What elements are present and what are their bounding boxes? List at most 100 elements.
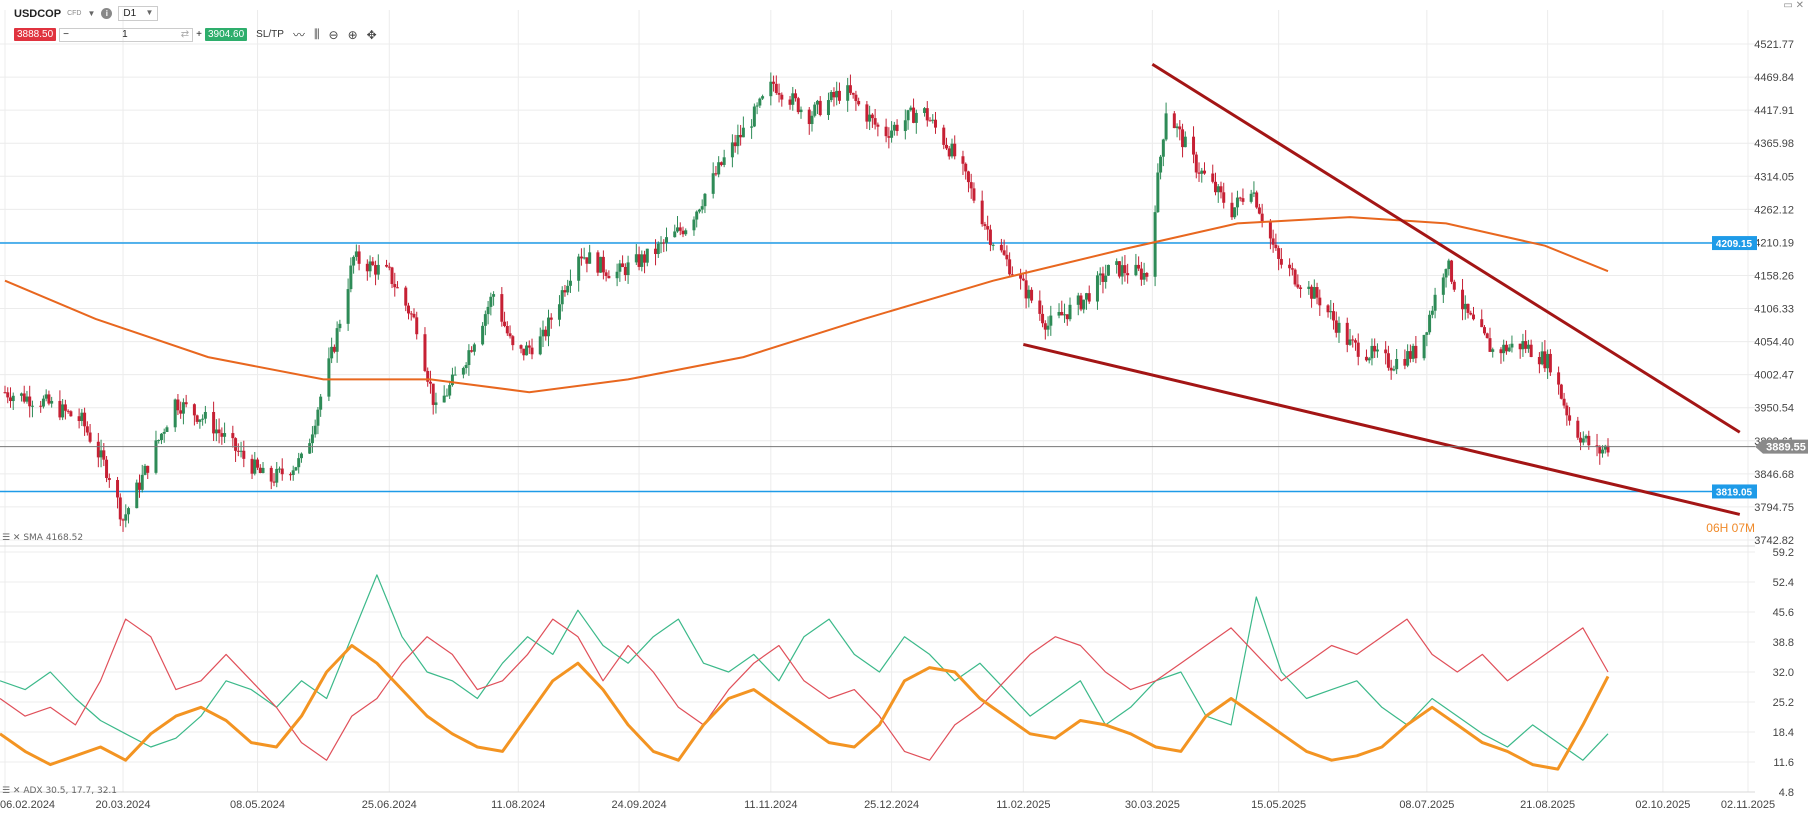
candle [1178, 120, 1182, 141]
price-tick-label: 4469.84 [1754, 72, 1794, 84]
candlestick-icon[interactable]: ⫼ [313, 27, 320, 41]
candle [1386, 345, 1390, 371]
candle [730, 134, 734, 168]
candle [330, 337, 334, 364]
candle [815, 99, 819, 115]
adx-y-axis[interactable]: 59.2 52.4 45.6 38.8 32.0 25.2 18.4 11.6 4.8 [1773, 547, 1794, 799]
candle [461, 366, 465, 379]
candle [261, 462, 265, 474]
candle [319, 394, 323, 417]
candle [1087, 285, 1091, 304]
sell-button[interactable]: 3888.50 [14, 28, 57, 41]
candle [914, 109, 918, 134]
plus-di-line[interactable] [0, 574, 1609, 761]
zoom-out-icon[interactable]: ⊖ [328, 27, 339, 42]
candle [1027, 285, 1031, 308]
candle [906, 109, 910, 130]
candle [1139, 261, 1143, 286]
decrement-button[interactable]: − [63, 29, 69, 40]
trendline-upper[interactable] [1151, 62, 1741, 434]
candle [486, 300, 490, 325]
buy-button[interactable]: 3904.60 [205, 28, 248, 41]
sma-indicator-label[interactable]: ☰ ✕ SMA 4168.52 [2, 533, 83, 543]
quantity-input[interactable]: 1 [122, 29, 128, 40]
candle [848, 74, 852, 96]
candle [346, 278, 350, 331]
candle [316, 407, 320, 435]
candle [181, 398, 185, 425]
info-icon[interactable]: i [101, 8, 113, 19]
candle [1543, 340, 1547, 373]
candle [332, 344, 336, 354]
candle [127, 506, 131, 524]
sma-line[interactable] [4, 216, 1609, 394]
candle [596, 250, 600, 277]
quantity-stepper[interactable]: − 1 ⇄ [59, 27, 194, 42]
line-chart-icon[interactable]: 〰 [292, 28, 305, 42]
candle [1293, 268, 1297, 287]
candle [722, 149, 726, 168]
candle [214, 419, 218, 442]
candle [1203, 162, 1207, 175]
candle [640, 250, 644, 272]
candle [758, 97, 762, 108]
candle [1463, 295, 1467, 320]
x-axis[interactable]: 06.02.2024 20.03.2024 08.05.2024 25.06.2024… [0, 799, 1775, 811]
candle [1019, 268, 1023, 290]
x-tick-label: 20.03.2024 [95, 799, 150, 811]
x-tick-label: 06.02.2024 [0, 799, 55, 811]
candle [1441, 273, 1445, 304]
candle [393, 272, 397, 297]
candle [338, 319, 342, 332]
candle [467, 344, 471, 376]
candle [135, 479, 139, 509]
minus-di-line[interactable] [0, 618, 1609, 761]
adx-indicator-label[interactable]: ☰ ✕ ADX 30.5, 17.7, 32.1 [2, 786, 117, 796]
candle [327, 347, 331, 402]
candle [772, 75, 776, 92]
candle [50, 396, 54, 408]
candle [1469, 310, 1473, 316]
adx-line[interactable] [0, 644, 1610, 771]
candle [719, 161, 723, 167]
candle [857, 97, 861, 107]
candle [288, 472, 292, 481]
price-y-axis[interactable]: 4521.77 4469.84 4417.91 4365.98 4314.05 4262.… [1754, 39, 1794, 547]
adx-tick-label: 25.2 [1773, 697, 1794, 709]
price-tick-label: 4054.40 [1754, 337, 1794, 349]
candle [912, 98, 916, 124]
candle [1106, 264, 1110, 277]
candle [645, 248, 649, 267]
candle [794, 89, 798, 102]
timeframe-select[interactable]: D1 ▼ [118, 6, 159, 21]
candle [1384, 341, 1388, 365]
sl-tp-button[interactable]: SL/TP [256, 29, 284, 40]
candle [1568, 407, 1572, 426]
candle [1101, 266, 1105, 294]
candle [8, 387, 12, 408]
candle [813, 102, 817, 118]
increment-button[interactable]: + [196, 29, 202, 40]
x-tick-label: 25.06.2024 [362, 799, 417, 811]
zoom-in-icon[interactable]: ⊕ [347, 27, 358, 42]
candle [387, 262, 391, 271]
swap-icon[interactable]: ⇄ [180, 29, 190, 40]
crosshair-icon[interactable]: ✥ [366, 27, 377, 42]
symbol-label[interactable]: USDCOP [14, 7, 62, 20]
candle [445, 388, 449, 397]
candle [1576, 416, 1580, 440]
candle [818, 96, 822, 117]
candle [643, 250, 647, 274]
chart-toolbar: USDCOP CFD ▼ i D1 ▼ 3888.50 − 1 ⇄ + 3904.… [8, 3, 428, 42]
candle [953, 135, 957, 160]
symbol-dropdown-icon[interactable]: ▼ [87, 9, 96, 18]
trendline-lower[interactable] [1023, 342, 1741, 516]
candle [83, 407, 87, 436]
candle [1181, 123, 1185, 158]
candle [1529, 339, 1533, 358]
candle [137, 474, 141, 498]
candle [1200, 167, 1204, 183]
candle [579, 248, 583, 266]
price-tick-label: 4210.19 [1754, 237, 1794, 249]
window-controls[interactable]: ▭ ✕ [1783, 0, 1804, 11]
